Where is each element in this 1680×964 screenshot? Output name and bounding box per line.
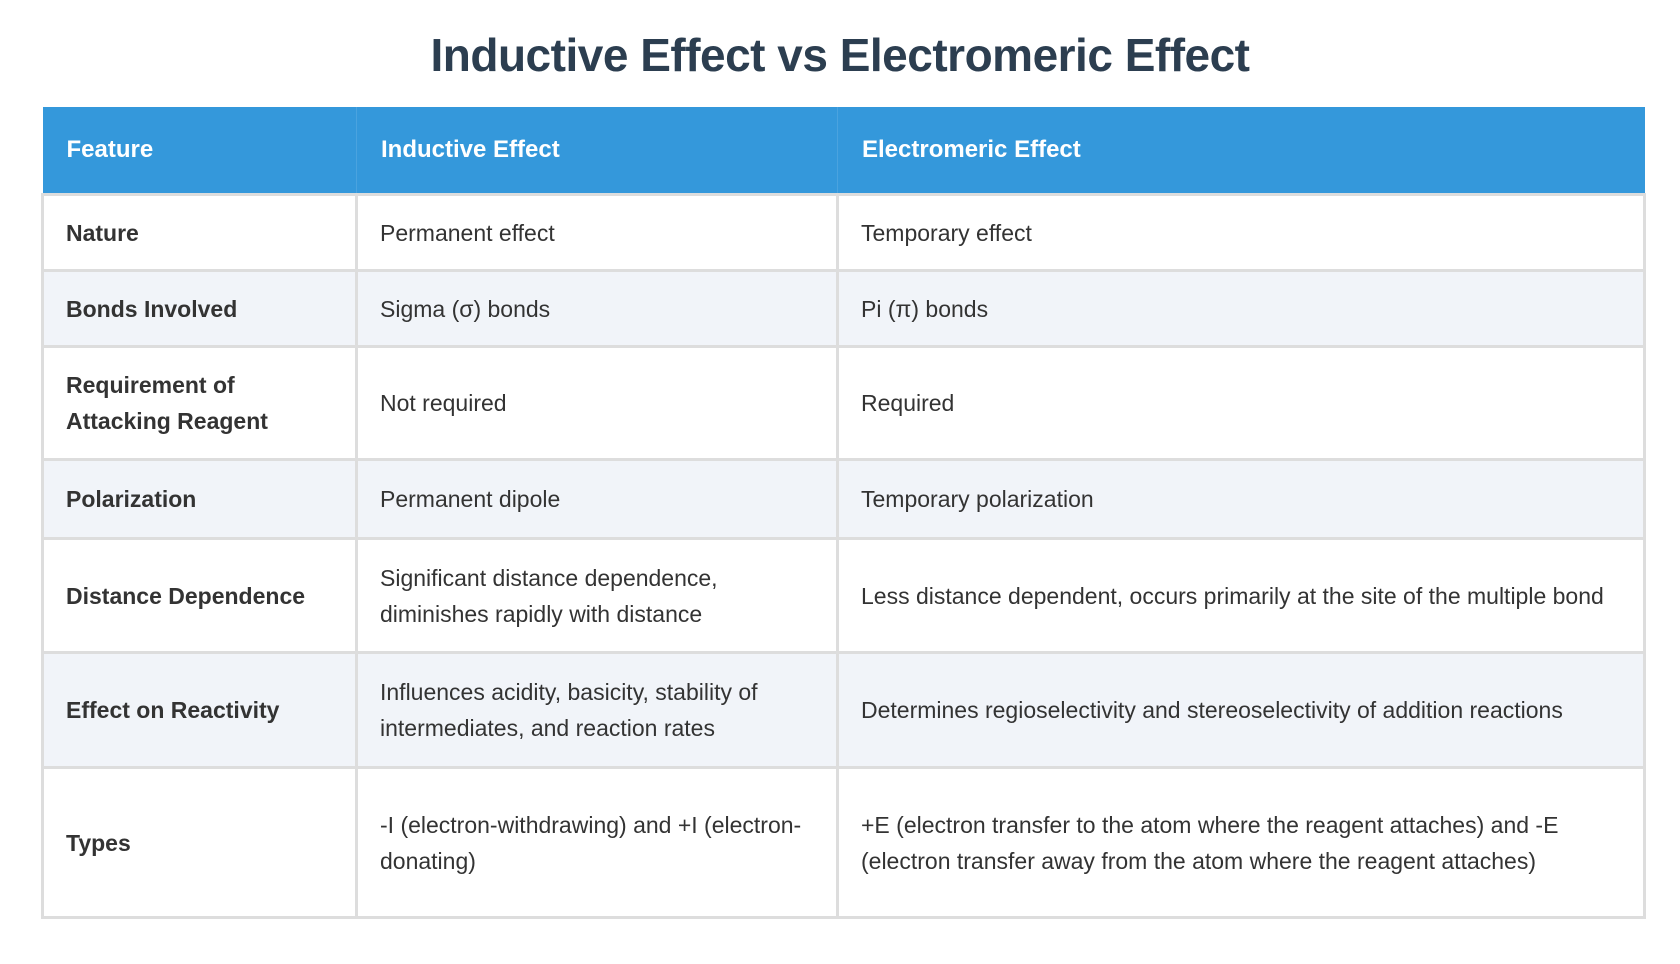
feature-cell: Bonds Involved [41, 269, 358, 348]
electromeric-cell: +E (electron transfer to the atom where … [836, 766, 1646, 919]
feature-cell: Types [41, 766, 358, 919]
inductive-cell: Influences acidity, basicity, stability … [355, 651, 839, 769]
inductive-cell: Significant distance dependence, diminis… [355, 537, 839, 654]
electromeric-cell: Less distance dependent, occurs primaril… [836, 537, 1646, 654]
table-row: Requirement of Attacking Reagent Not req… [41, 345, 1646, 461]
table-row: Bonds Involved Sigma (σ) bonds Pi (π) bo… [41, 269, 1646, 348]
electromeric-cell: Temporary polarization [836, 458, 1646, 540]
inductive-cell: Permanent effect [355, 193, 839, 272]
feature-cell: Effect on Reactivity [41, 651, 358, 769]
table-row: Polarization Permanent dipole Temporary … [41, 458, 1646, 540]
feature-cell: Requirement of Attacking Reagent [41, 345, 358, 461]
electromeric-cell: Determines regioselectivity and stereose… [836, 651, 1646, 769]
header-inductive-effect: Inductive Effect [356, 107, 838, 195]
electromeric-cell: Temporary effect [836, 193, 1646, 272]
inductive-cell: Permanent dipole [355, 458, 839, 540]
feature-cell: Polarization [41, 458, 358, 540]
inductive-cell: Not required [355, 345, 839, 461]
inductive-cell: -I (electron-withdrawing) and +I (electr… [355, 766, 839, 919]
table-row: Nature Permanent effect Temporary effect [41, 193, 1646, 272]
table-row: Distance Dependence Significant distance… [41, 537, 1646, 654]
inductive-cell: Sigma (σ) bonds [355, 269, 839, 348]
table-header-row: Feature Inductive Effect Electromeric Ef… [42, 107, 1645, 195]
feature-cell: Distance Dependence [41, 537, 358, 654]
comparison-table-container: Feature Inductive Effect Electromeric Ef… [41, 107, 1646, 919]
feature-cell: Nature [41, 193, 358, 272]
electromeric-cell: Required [836, 345, 1646, 461]
table-row: Effect on Reactivity Influences acidity,… [41, 651, 1646, 769]
header-feature: Feature [42, 107, 357, 195]
page-title: Inductive Effect vs Electromeric Effect [430, 29, 1250, 81]
table-row: Types -I (electron-withdrawing) and +I (… [41, 766, 1646, 919]
comparison-table: Feature Inductive Effect Electromeric Ef… [41, 107, 1646, 919]
electromeric-cell: Pi (π) bonds [836, 269, 1646, 348]
header-electromeric-effect: Electromeric Effect [837, 107, 1645, 195]
